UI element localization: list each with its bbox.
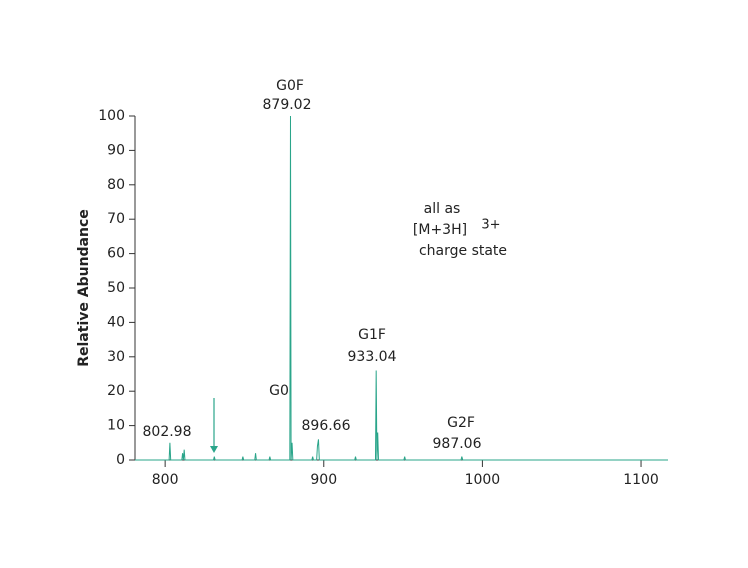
y-tick-label: 90 (107, 142, 125, 158)
annotation: charge state (419, 243, 507, 259)
annotation: 987.06 (433, 436, 482, 452)
spectrum (135, 115, 668, 461)
annotation: 896.66 (302, 418, 351, 434)
y-tick-label: 70 (107, 211, 125, 227)
x-tick-label: 900 (310, 472, 337, 488)
y-tick-label: 10 (107, 418, 125, 434)
y-tick-label: 100 (98, 108, 125, 124)
y-tick-label: 40 (107, 314, 125, 330)
annotation: G0F (276, 78, 304, 94)
x-tick-label: 1000 (465, 472, 501, 488)
annotation: 933.04 (348, 349, 397, 365)
annotation: all as (424, 201, 461, 217)
y-tick-label: 20 (107, 383, 125, 399)
x-tick-label: 1100 (623, 472, 659, 488)
annotation: 3+ (481, 218, 500, 233)
annotation: 802.98 (143, 424, 192, 440)
annotation: G2F (447, 415, 475, 431)
annotation: G0 (269, 383, 289, 399)
arrow-head (210, 446, 218, 453)
y-tick-label: 50 (107, 280, 125, 296)
annotation: G1F (358, 327, 386, 343)
annotation: 879.02 (263, 97, 312, 113)
y-tick-label: 80 (107, 177, 125, 193)
annotation: [M+3H] (413, 222, 467, 238)
y-tick-label: 0 (116, 452, 125, 468)
y-tick-label: 30 (107, 349, 125, 365)
y-tick-label: 60 (107, 246, 125, 262)
x-tick-label: 800 (152, 472, 179, 488)
y-axis-label: Relative Abundance (76, 209, 92, 367)
